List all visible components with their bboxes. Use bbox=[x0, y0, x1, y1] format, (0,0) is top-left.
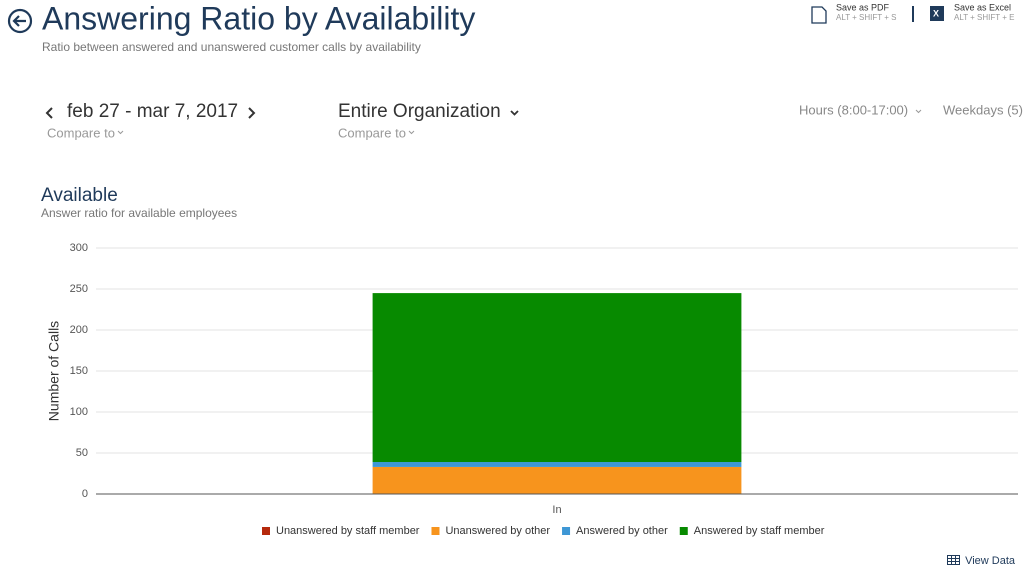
date-range[interactable]: feb 27 - mar 7, 2017 bbox=[67, 101, 238, 122]
page-title: Answering Ratio by Availability bbox=[42, 0, 475, 36]
y-tick-label: 50 bbox=[76, 447, 88, 459]
y-tick-label: 300 bbox=[70, 242, 88, 254]
bar-segment bbox=[372, 293, 742, 463]
action-label: Save as Excel bbox=[954, 2, 1011, 12]
save-excel[interactable]: X Save as Excel ALT + SHIFT + E bbox=[930, 2, 1014, 22]
page-subtitle: Ratio between answered and unanswered cu… bbox=[42, 40, 421, 54]
compare-link[interactable]: Compare to bbox=[338, 125, 406, 140]
y-tick-label: 150 bbox=[70, 365, 88, 377]
compare-link[interactable]: Compare to bbox=[47, 125, 115, 140]
hours-filter[interactable]: Hours (8:00-17:00) bbox=[799, 102, 908, 117]
legend-label: Unanswered by staff member bbox=[276, 525, 420, 537]
chevron bbox=[915, 109, 922, 114]
chart-title: Available bbox=[41, 185, 118, 206]
days-filter[interactable]: Weekdays (5) bbox=[943, 102, 1023, 117]
chart-subtitle: Answer ratio for available employees bbox=[41, 206, 237, 220]
y-tick-label: 200 bbox=[70, 324, 88, 336]
y-tick-label: 0 bbox=[82, 488, 88, 500]
next-arrow[interactable] bbox=[248, 107, 256, 119]
legend-label: Answered by staff member bbox=[694, 525, 825, 537]
save-pdf[interactable]: Save as PDF ALT + SHIFT + S bbox=[811, 2, 896, 24]
y-axis-label: Number of Calls bbox=[46, 321, 62, 421]
action-shortcut: ALT + SHIFT + E bbox=[954, 13, 1014, 22]
legend-label: Unanswered by other bbox=[445, 525, 550, 537]
bar-segment bbox=[372, 462, 742, 467]
x-tick-label: In bbox=[552, 504, 561, 516]
legend-swatch bbox=[679, 527, 688, 535]
chevron bbox=[408, 130, 415, 135]
prev-arrow[interactable] bbox=[45, 107, 53, 119]
back-button[interactable] bbox=[7, 8, 33, 34]
legend-swatch bbox=[562, 527, 571, 535]
view-data[interactable]: View Data bbox=[965, 555, 1016, 567]
legend-swatch bbox=[262, 527, 270, 535]
y-tick-label: 250 bbox=[70, 283, 88, 295]
legend-label: Answered by other bbox=[576, 525, 668, 537]
chevron bbox=[510, 110, 519, 116]
table-icon bbox=[947, 555, 960, 565]
chevron bbox=[117, 130, 124, 135]
scope[interactable]: Entire Organization bbox=[338, 101, 501, 122]
excel-icon: X bbox=[933, 8, 939, 18]
bar-segment bbox=[372, 466, 742, 494]
action-shortcut: ALT + SHIFT + S bbox=[836, 13, 896, 22]
y-tick-label: 100 bbox=[70, 406, 88, 418]
legend-swatch bbox=[431, 527, 440, 535]
action-label: Save as PDF bbox=[836, 2, 890, 12]
